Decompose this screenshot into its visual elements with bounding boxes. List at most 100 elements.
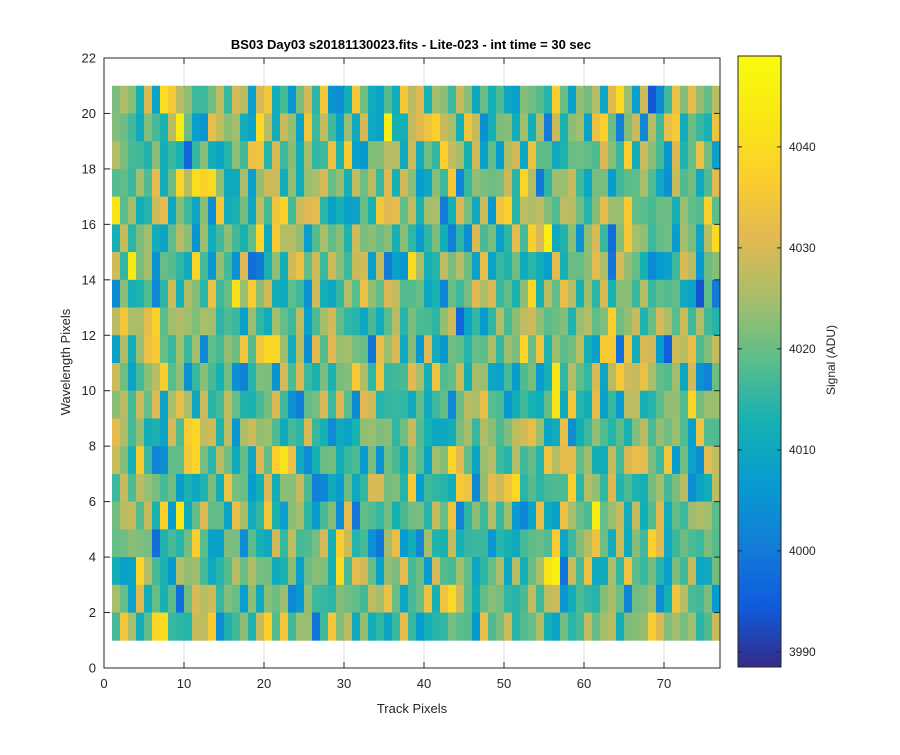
- heatmap-cell: [392, 252, 401, 281]
- heatmap-cell: [448, 141, 457, 170]
- heatmap-cell: [160, 224, 169, 253]
- heatmap-cell: [360, 390, 369, 419]
- heatmap-cell: [616, 529, 625, 558]
- heatmap-cell: [368, 473, 377, 503]
- heatmap-cell: [152, 584, 161, 613]
- heatmap-cell: [456, 85, 465, 114]
- heatmap-cell: [336, 584, 345, 613]
- heatmap-cell: [272, 196, 281, 225]
- heatmap-cell: [168, 612, 177, 641]
- heatmap-cell: [400, 584, 409, 613]
- heatmap-cell: [544, 501, 553, 530]
- heatmap-cell: [152, 141, 161, 170]
- heatmap-cell: [136, 196, 145, 225]
- heatmap-cell: [456, 501, 465, 530]
- heatmap-cell: [624, 557, 633, 586]
- heatmap-cell: [576, 363, 585, 392]
- heatmap-cell: [376, 584, 385, 613]
- heatmap-cell: [312, 307, 321, 336]
- heatmap-cell: [160, 279, 169, 308]
- heatmap-cell: [136, 224, 145, 253]
- heatmap-cell: [112, 446, 121, 475]
- heatmap-cell: [176, 196, 185, 225]
- heatmap-cell: [488, 584, 497, 613]
- heatmap-cell: [144, 557, 153, 586]
- heatmap-cell: [328, 252, 337, 281]
- heatmap-cell: [568, 557, 577, 586]
- heatmap-cell: [712, 446, 721, 475]
- heatmap-cell: [568, 85, 577, 114]
- heatmap-cell: [712, 113, 721, 142]
- heatmap-cell: [440, 85, 449, 114]
- heatmap-cell: [648, 612, 657, 641]
- heatmap-cell: [696, 335, 705, 364]
- heatmap-cell: [688, 279, 697, 308]
- heatmap-cell: [472, 307, 481, 336]
- heatmap-cell: [600, 584, 609, 613]
- heatmap-cell: [512, 529, 521, 558]
- heatmap-cell: [312, 584, 321, 613]
- heatmap-cell: [472, 446, 481, 475]
- heatmap-cell: [168, 418, 177, 447]
- heatmap-cell: [112, 196, 121, 225]
- heatmap-cell: [560, 307, 569, 336]
- heatmap-cell: [168, 446, 177, 475]
- heatmap-cell: [464, 612, 473, 641]
- heatmap-cell: [328, 335, 337, 364]
- heatmap-cell: [472, 335, 481, 364]
- heatmap-cell: [424, 390, 433, 419]
- heatmap-cell: [560, 335, 569, 364]
- heatmap-cell: [120, 584, 129, 613]
- heatmap-cell: [160, 612, 169, 641]
- heatmap-cell: [416, 418, 425, 447]
- heatmap-cell: [696, 113, 705, 142]
- heatmap-cell: [488, 557, 497, 586]
- heatmap-cell: [128, 141, 137, 170]
- heatmap-cell: [360, 307, 369, 336]
- heatmap-cell: [320, 446, 329, 475]
- heatmap-cell: [232, 557, 241, 586]
- heatmap-cell: [536, 196, 545, 225]
- heatmap-cell: [552, 85, 561, 114]
- heatmap-cell: [304, 363, 313, 392]
- heatmap-cell: [704, 363, 713, 392]
- heatmap-cell: [136, 279, 145, 308]
- heatmap-cell: [440, 501, 449, 530]
- heatmap-cell: [640, 196, 649, 225]
- heatmap-cell: [696, 168, 705, 198]
- heatmap-cell: [248, 113, 257, 142]
- heatmap-cell: [384, 363, 393, 392]
- heatmap-cell: [688, 224, 697, 253]
- heatmap-cell: [280, 446, 289, 475]
- heatmap-cell: [168, 141, 177, 170]
- heatmap-cell: [272, 363, 281, 392]
- chart-title: BS03 Day03 s20181130023.fits - Lite-023 …: [231, 37, 591, 52]
- heatmap-cell: [408, 557, 417, 586]
- heatmap-cell: [648, 252, 657, 281]
- heatmap-cell: [392, 141, 401, 170]
- heatmap-cell: [120, 168, 129, 198]
- heatmap-cell: [576, 612, 585, 641]
- heatmap-cell: [656, 168, 665, 198]
- heatmap-cell: [584, 113, 593, 142]
- heatmap-cell: [296, 473, 305, 503]
- heatmap-cell: [376, 446, 385, 475]
- heatmap-cell: [688, 196, 697, 225]
- heatmap-cell: [632, 501, 641, 530]
- heatmap-cell: [256, 141, 265, 170]
- heatmap-cell: [608, 168, 617, 198]
- heatmap-cell: [624, 335, 633, 364]
- heatmap-cell: [552, 113, 561, 142]
- heatmap-cell: [304, 196, 313, 225]
- heatmap-cell: [384, 557, 393, 586]
- heatmap-cell: [408, 168, 417, 198]
- heatmap-cell: [440, 252, 449, 281]
- heatmap-cell: [568, 252, 577, 281]
- heatmap-cell: [440, 584, 449, 613]
- heatmap-cell: [624, 307, 633, 336]
- heatmap-cell: [128, 418, 137, 447]
- heatmap-cell: [704, 168, 713, 198]
- heatmap-cell: [264, 85, 273, 114]
- heatmap-cell: [248, 418, 257, 447]
- heatmap-cell: [408, 252, 417, 281]
